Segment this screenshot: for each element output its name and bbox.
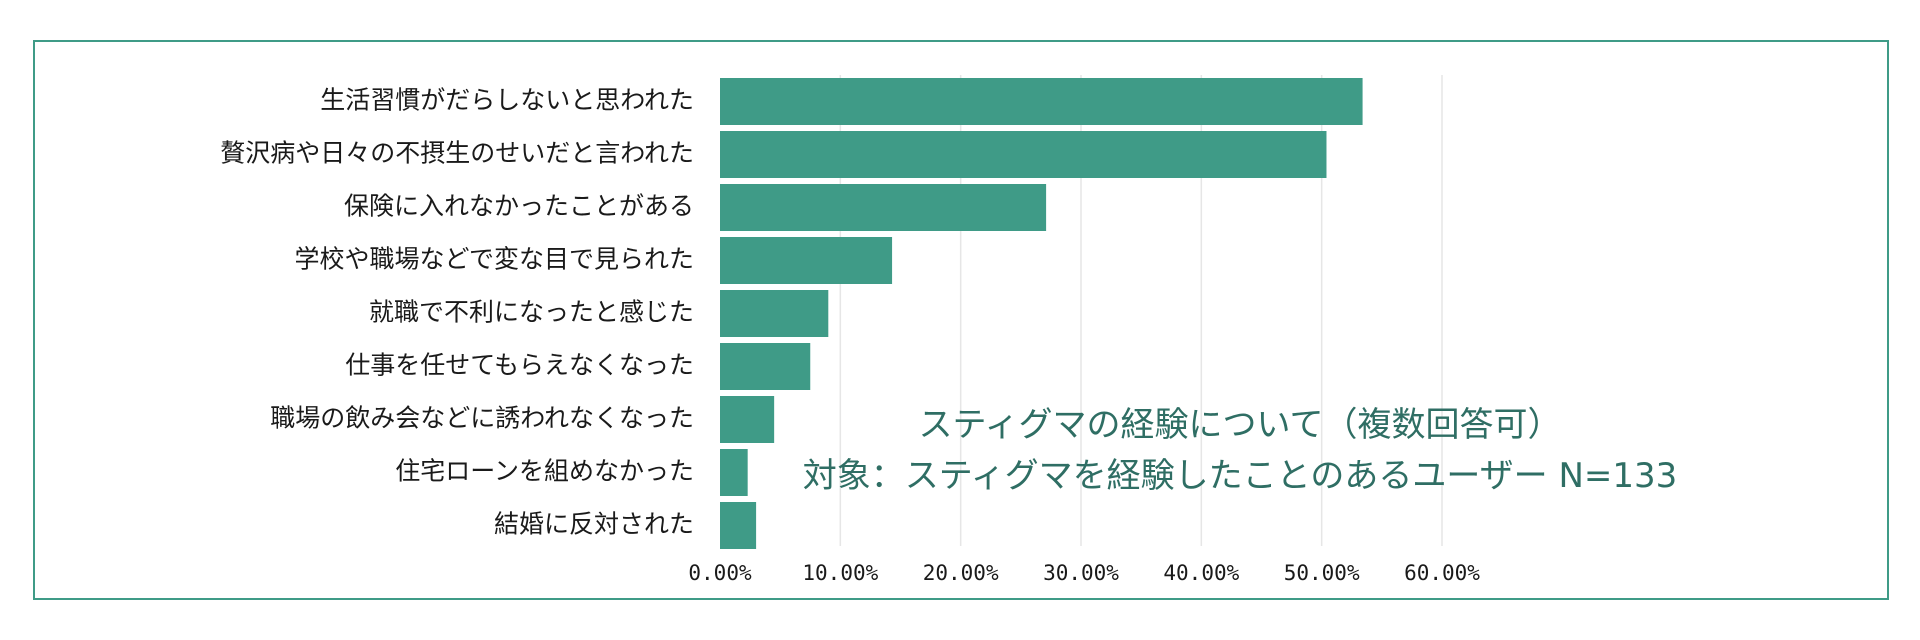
x-tick-label: 0.00% (688, 561, 752, 585)
bar (720, 343, 811, 390)
bar (720, 449, 748, 496)
category-label: 住宅ローンを組めなかった (395, 457, 694, 486)
x-tick-label: 50.00% (1284, 561, 1360, 585)
bar (720, 502, 757, 549)
category-label: 結婚に反対された (494, 510, 694, 539)
x-tick-label: 10.00% (802, 561, 878, 585)
category-label: 学校や職場などで変な目で見られた (294, 245, 694, 274)
bar (720, 237, 893, 284)
category-label: 就職で不利になったと感じた (369, 298, 694, 327)
x-tick-label: 20.00% (923, 561, 999, 585)
x-tick-label: 40.00% (1163, 561, 1239, 585)
chart-annotation: スティグマの経験について（複数回答可） 対象：スティグマを経験したことのあるユー… (803, 405, 1678, 496)
category-labels: 生活習慣がだらしないと思われた贅沢病や日々の不摂生のせいだと言われた保険に入れな… (220, 86, 694, 539)
bar (720, 131, 1327, 178)
category-label: 職場の飲み会などに誘われなくなった (270, 404, 694, 433)
annotation-line-2: 対象：スティグマを経験したことのあるユーザー N=133 (803, 456, 1678, 496)
x-tick-label: 60.00% (1404, 561, 1480, 585)
bar (720, 184, 1047, 231)
bar (720, 78, 1363, 125)
bars (720, 78, 1363, 549)
category-label: 保険に入れなかったことがある (344, 192, 694, 221)
x-axis-tick-labels: 0.00% 10.00% 20.00% 30.00% 40.00% 50.00% 60.00… (688, 561, 1480, 585)
chart-frame (33, 40, 1889, 600)
annotation-line-1: スティグマの経験について（複数回答可） (919, 405, 1562, 445)
x-tick-label: 30.00% (1043, 561, 1119, 585)
category-label: 贅沢病や日々の不摂生のせいだと言われた (220, 139, 694, 168)
bar (720, 290, 829, 337)
category-label: 仕事を任せてもらえなくなった (345, 351, 694, 380)
bar (720, 396, 775, 443)
category-label: 生活習慣がだらしないと思われた (320, 86, 694, 115)
